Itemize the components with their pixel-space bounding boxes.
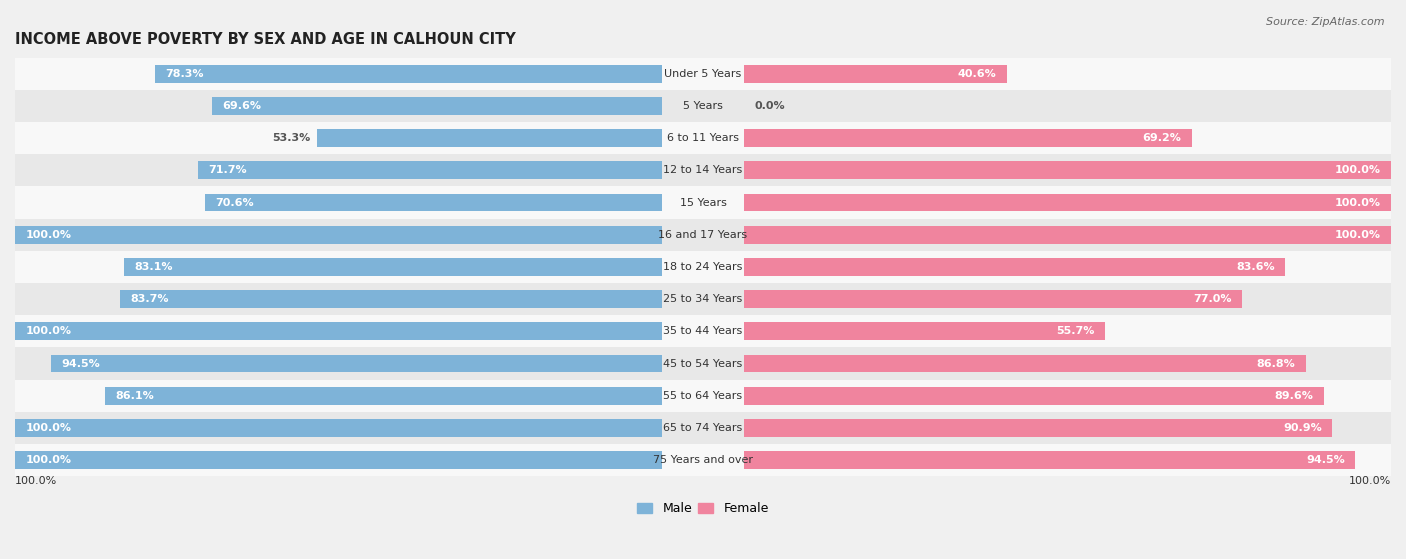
Text: 100.0%: 100.0% xyxy=(25,423,72,433)
Text: 100.0%: 100.0% xyxy=(25,326,72,337)
Text: 16 and 17 Years: 16 and 17 Years xyxy=(658,230,748,240)
Bar xyxy=(744,387,1323,405)
Text: 71.7%: 71.7% xyxy=(208,165,247,176)
Text: 55 to 64 Years: 55 to 64 Years xyxy=(664,391,742,401)
Bar xyxy=(15,219,1391,251)
Text: 89.6%: 89.6% xyxy=(1275,391,1313,401)
Text: 100.0%: 100.0% xyxy=(1348,476,1391,486)
Bar xyxy=(15,187,1391,219)
Text: 69.2%: 69.2% xyxy=(1143,133,1181,143)
Bar xyxy=(744,290,1243,308)
Text: 15 Years: 15 Years xyxy=(679,197,727,207)
Bar xyxy=(205,194,662,211)
Text: 70.6%: 70.6% xyxy=(215,197,254,207)
Bar xyxy=(121,290,662,308)
Text: 83.1%: 83.1% xyxy=(135,262,173,272)
Bar xyxy=(15,122,1391,154)
Bar xyxy=(105,387,662,405)
Text: 100.0%: 100.0% xyxy=(25,230,72,240)
Bar xyxy=(744,129,1192,147)
Text: 55.7%: 55.7% xyxy=(1056,326,1094,337)
Bar xyxy=(744,419,1331,437)
Bar xyxy=(15,315,1391,348)
Text: 0.0%: 0.0% xyxy=(755,101,785,111)
Bar xyxy=(15,323,662,340)
Text: 53.3%: 53.3% xyxy=(271,133,311,143)
Text: INCOME ABOVE POVERTY BY SEX AND AGE IN CALHOUN CITY: INCOME ABOVE POVERTY BY SEX AND AGE IN C… xyxy=(15,32,516,47)
Text: 25 to 34 Years: 25 to 34 Years xyxy=(664,294,742,304)
Text: 94.5%: 94.5% xyxy=(1306,455,1346,465)
Text: 90.9%: 90.9% xyxy=(1284,423,1322,433)
Legend: Male, Female: Male, Female xyxy=(633,497,773,520)
Bar xyxy=(15,451,662,469)
Bar xyxy=(15,444,1391,476)
Bar xyxy=(15,412,1391,444)
Text: 75 Years and over: 75 Years and over xyxy=(652,455,754,465)
Text: 100.0%: 100.0% xyxy=(1334,165,1381,176)
Text: 100.0%: 100.0% xyxy=(1334,197,1381,207)
Bar xyxy=(316,129,662,147)
Bar xyxy=(211,97,662,115)
Bar xyxy=(744,65,1007,83)
Bar xyxy=(51,355,662,372)
Text: 100.0%: 100.0% xyxy=(1334,230,1381,240)
Text: 100.0%: 100.0% xyxy=(25,455,72,465)
Text: 35 to 44 Years: 35 to 44 Years xyxy=(664,326,742,337)
Text: 40.6%: 40.6% xyxy=(957,69,997,79)
Bar xyxy=(15,380,1391,412)
Bar xyxy=(15,283,1391,315)
Bar xyxy=(15,419,662,437)
Bar xyxy=(744,451,1355,469)
Bar xyxy=(155,65,662,83)
Bar xyxy=(744,323,1105,340)
Text: 83.7%: 83.7% xyxy=(131,294,169,304)
Text: 77.0%: 77.0% xyxy=(1194,294,1232,304)
Text: Under 5 Years: Under 5 Years xyxy=(665,69,741,79)
Bar xyxy=(15,348,1391,380)
Bar xyxy=(15,154,1391,187)
Text: 69.6%: 69.6% xyxy=(222,101,262,111)
Bar xyxy=(744,258,1285,276)
Bar xyxy=(15,226,662,244)
Text: Source: ZipAtlas.com: Source: ZipAtlas.com xyxy=(1267,17,1385,27)
Bar xyxy=(744,226,1391,244)
Bar xyxy=(15,90,1391,122)
Text: 100.0%: 100.0% xyxy=(15,476,58,486)
Text: 5 Years: 5 Years xyxy=(683,101,723,111)
Text: 78.3%: 78.3% xyxy=(166,69,204,79)
Text: 94.5%: 94.5% xyxy=(60,358,100,368)
Bar xyxy=(124,258,662,276)
Bar xyxy=(744,194,1391,211)
Text: 12 to 14 Years: 12 to 14 Years xyxy=(664,165,742,176)
Text: 6 to 11 Years: 6 to 11 Years xyxy=(666,133,740,143)
Text: 86.8%: 86.8% xyxy=(1257,358,1295,368)
Bar xyxy=(15,58,1391,90)
Bar xyxy=(15,251,1391,283)
Text: 45 to 54 Years: 45 to 54 Years xyxy=(664,358,742,368)
Text: 83.6%: 83.6% xyxy=(1236,262,1275,272)
Bar xyxy=(198,162,662,179)
Text: 86.1%: 86.1% xyxy=(115,391,155,401)
Bar xyxy=(744,162,1391,179)
Text: 65 to 74 Years: 65 to 74 Years xyxy=(664,423,742,433)
Text: 18 to 24 Years: 18 to 24 Years xyxy=(664,262,742,272)
Bar xyxy=(744,355,1306,372)
